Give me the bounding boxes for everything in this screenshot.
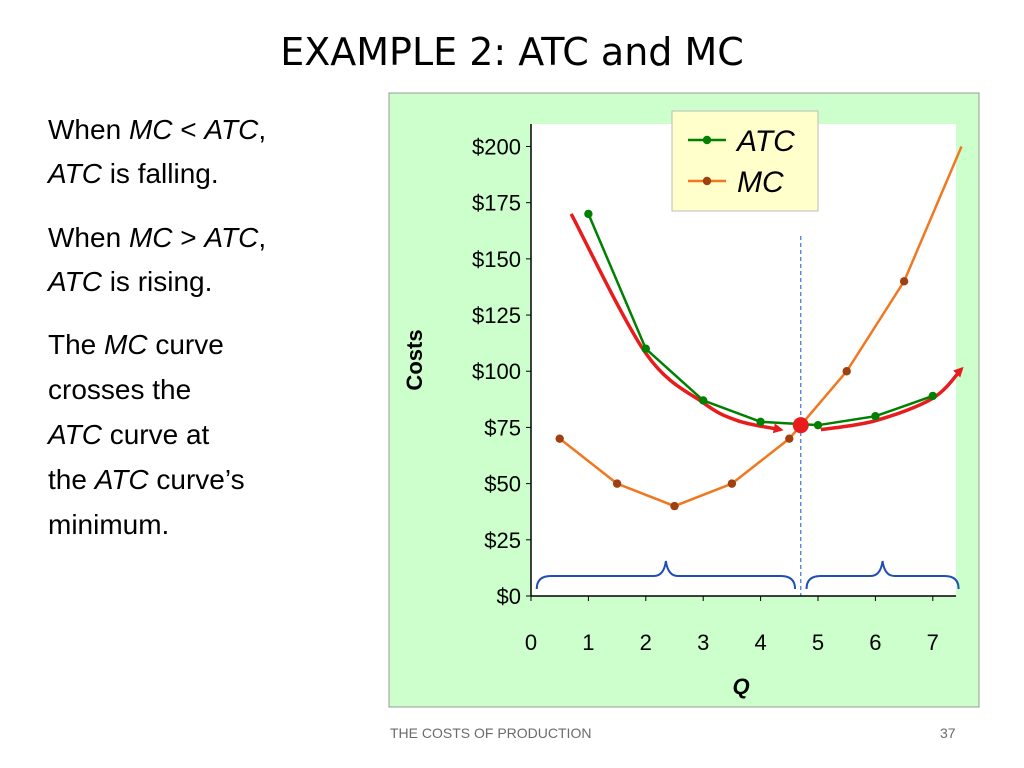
x-tick-label: 5 bbox=[812, 630, 824, 655]
crossing-statement: The MC curve crosses the ATC curve at th… bbox=[48, 322, 378, 547]
legend-atc-marker bbox=[702, 135, 712, 145]
text-fragment: ATC bbox=[204, 114, 259, 145]
atc-data-point bbox=[699, 396, 708, 405]
x-axis-label: Q bbox=[732, 674, 749, 699]
text-fragment: is rising. bbox=[101, 266, 213, 297]
explanation-text: When MC < ATC, ATC is falling. When MC >… bbox=[48, 108, 378, 559]
text-fragment: curve’s bbox=[148, 464, 245, 495]
x-tick-label: 2 bbox=[640, 630, 652, 655]
mc-series-line bbox=[558, 145, 963, 508]
y-tick-label: $25 bbox=[484, 528, 521, 553]
intersection-point bbox=[792, 417, 809, 434]
text-fragment: is falling. bbox=[101, 158, 219, 189]
text-fragment: > bbox=[172, 222, 205, 253]
text-fragment: ATC bbox=[94, 464, 149, 495]
mc-data-point bbox=[727, 479, 737, 488]
text-fragment: MC bbox=[104, 329, 148, 360]
y-axis-label: Costs bbox=[402, 329, 427, 390]
text-fragment: curve bbox=[147, 329, 224, 360]
x-tick-label: 1 bbox=[582, 630, 594, 655]
mc-data-point bbox=[785, 434, 794, 443]
y-tick-label: $75 bbox=[484, 415, 521, 440]
rising-region-brace bbox=[805, 560, 960, 590]
atc-data-point bbox=[928, 391, 937, 401]
text-fragment: the bbox=[48, 464, 95, 495]
mc-less-than-atc-statement: When MC < ATC, ATC is falling. bbox=[48, 108, 378, 196]
falling-region-brace bbox=[535, 560, 797, 590]
text-fragment: < bbox=[172, 114, 205, 145]
y-tick-label: $150 bbox=[472, 247, 521, 272]
text-fragment: , bbox=[258, 114, 267, 145]
text-fragment: ATC bbox=[48, 419, 102, 450]
atc-data-point bbox=[756, 417, 765, 427]
legend-box bbox=[671, 110, 819, 212]
text-fragment: ATC bbox=[48, 266, 102, 297]
mc-data-point bbox=[555, 434, 564, 443]
y-tick-label: $200 bbox=[472, 134, 521, 159]
y-tick-label: $50 bbox=[484, 472, 521, 497]
mc-greater-than-atc-statement: When MC > ATC, ATC is rising. bbox=[48, 216, 378, 304]
slide-title: EXAMPLE 2: ATC and MC bbox=[280, 30, 744, 74]
y-tick-label: $0 bbox=[497, 584, 521, 609]
x-tick-label: 3 bbox=[697, 630, 709, 655]
text-fragment: crosses the bbox=[48, 374, 192, 405]
y-tick-label: $175 bbox=[472, 191, 521, 216]
legend-mc-marker bbox=[702, 176, 712, 186]
text-fragment: MC bbox=[128, 222, 173, 253]
text-fragment: curve at bbox=[101, 419, 210, 450]
atc-data-point bbox=[871, 411, 880, 421]
text-fragment: , bbox=[258, 222, 267, 253]
atc-data-point bbox=[584, 209, 593, 219]
mc-data-point bbox=[842, 367, 851, 376]
text-fragment: When bbox=[48, 114, 129, 145]
atc-falling-arrow bbox=[569, 213, 784, 434]
atc-rising-arrow bbox=[820, 366, 964, 432]
legend-atc-label: ATC bbox=[735, 125, 795, 158]
y-tick-label: $125 bbox=[472, 303, 521, 328]
y-tick-label: $100 bbox=[472, 359, 521, 384]
mc-data-point bbox=[612, 479, 622, 488]
text-fragment: The bbox=[48, 329, 105, 360]
atc-data-point bbox=[641, 344, 650, 353]
slide-page-number: 37 bbox=[940, 725, 956, 741]
x-tick-label: 6 bbox=[869, 630, 881, 655]
x-tick-label: 0 bbox=[525, 630, 537, 655]
x-tick-label: 7 bbox=[927, 630, 939, 655]
text-fragment: ATC bbox=[48, 158, 102, 189]
atc-data-point bbox=[813, 420, 823, 430]
x-tick-label: 4 bbox=[754, 630, 766, 655]
text-fragment: MC bbox=[128, 114, 173, 145]
mc-data-point bbox=[899, 277, 909, 286]
text-fragment: ATC bbox=[204, 222, 259, 253]
legend-mc-label: MC bbox=[737, 166, 784, 199]
text-fragment: When bbox=[48, 222, 129, 253]
footer-section-title: THE COSTS OF PRODUCTION bbox=[390, 725, 592, 741]
text-fragment: minimum. bbox=[48, 509, 170, 540]
mc-data-point bbox=[670, 501, 679, 511]
